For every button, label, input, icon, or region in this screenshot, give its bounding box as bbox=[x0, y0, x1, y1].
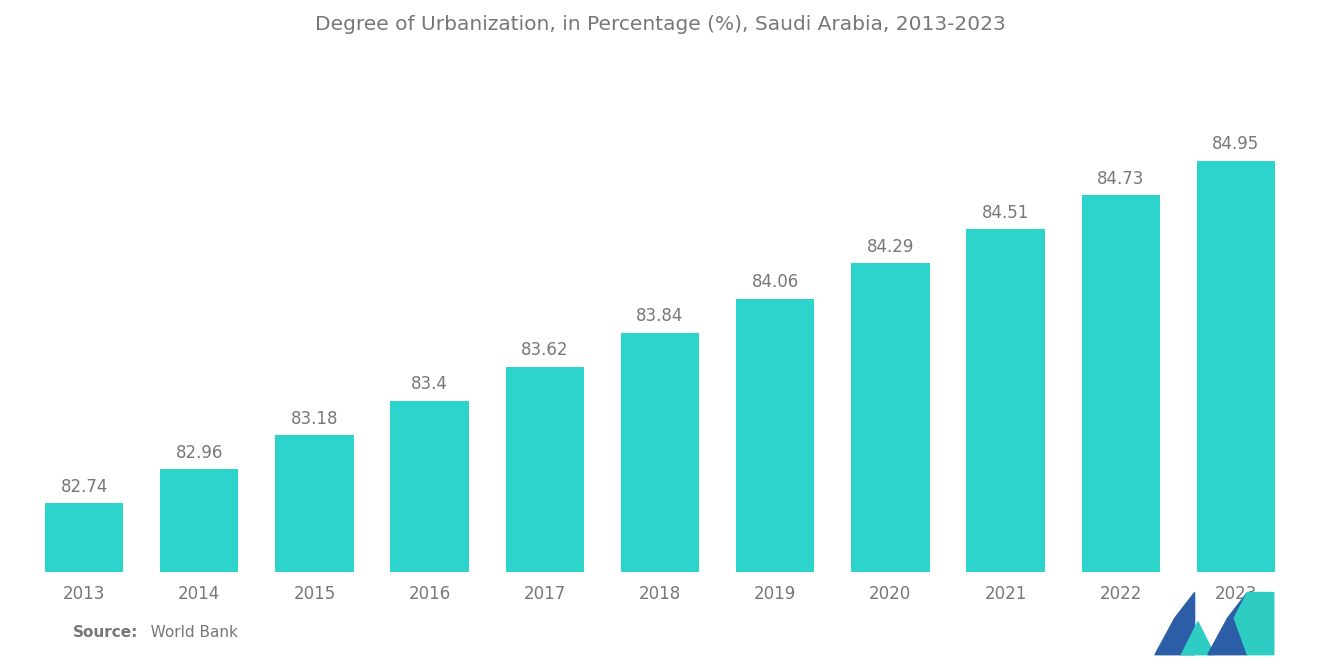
Bar bbox=[1197, 161, 1275, 571]
Text: Source:: Source: bbox=[73, 624, 139, 640]
Bar bbox=[506, 367, 583, 571]
Text: 82.96: 82.96 bbox=[176, 444, 223, 462]
Bar bbox=[737, 299, 814, 571]
Polygon shape bbox=[1208, 593, 1247, 654]
Title: Degree of Urbanization, in Percentage (%), Saudi Arabia, 2013-2023: Degree of Urbanization, in Percentage (%… bbox=[314, 15, 1006, 34]
Text: 83.4: 83.4 bbox=[412, 376, 447, 394]
Text: World Bank: World Bank bbox=[136, 624, 238, 640]
Polygon shape bbox=[1155, 593, 1195, 654]
Bar bbox=[851, 263, 929, 571]
Text: 84.51: 84.51 bbox=[982, 203, 1030, 221]
Text: 83.84: 83.84 bbox=[636, 307, 684, 325]
Bar bbox=[276, 436, 354, 571]
Text: 84.06: 84.06 bbox=[751, 273, 799, 291]
Text: 83.62: 83.62 bbox=[521, 341, 569, 359]
Bar bbox=[45, 503, 123, 571]
Text: 83.18: 83.18 bbox=[290, 410, 338, 428]
Text: 82.74: 82.74 bbox=[61, 477, 108, 495]
Bar bbox=[620, 333, 700, 571]
Text: 84.95: 84.95 bbox=[1212, 136, 1259, 154]
Polygon shape bbox=[1234, 593, 1274, 654]
Bar bbox=[966, 229, 1044, 571]
Bar bbox=[160, 469, 239, 571]
Bar bbox=[391, 401, 469, 571]
Bar bbox=[1081, 196, 1160, 571]
Text: 84.73: 84.73 bbox=[1097, 170, 1144, 188]
Text: 84.29: 84.29 bbox=[867, 237, 913, 255]
Polygon shape bbox=[1181, 622, 1214, 654]
